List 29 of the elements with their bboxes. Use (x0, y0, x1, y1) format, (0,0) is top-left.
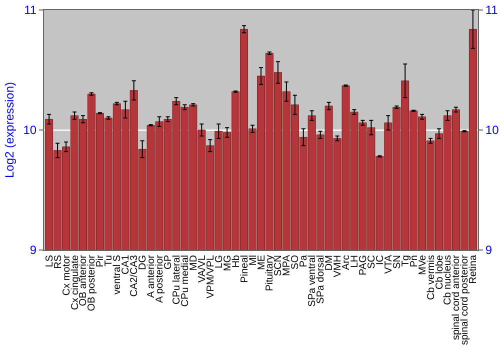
x-tick-label: Pn (408, 255, 420, 268)
y-tick-label: 11 (24, 3, 37, 18)
y2-tick-label: 9 (485, 243, 492, 258)
y2-tick-label: 10 (485, 123, 500, 138)
y2-tick-label: 11 (485, 3, 498, 18)
x-tick-label: MVe (417, 254, 428, 276)
x-tick-label: A posterior (154, 254, 166, 303)
x-tick-label: IC (374, 255, 386, 265)
x-tick-label: Ml (248, 255, 259, 266)
x-tick-label: Pituitary (264, 255, 276, 292)
x-tick-label: PAG (358, 254, 369, 276)
x-tick-label: LH (349, 255, 360, 268)
x-tick-label: SN (392, 255, 403, 269)
x-tick-label: ME (256, 254, 268, 270)
x-tick-label: spinal cord posterior (460, 254, 471, 346)
x-tick-label: Retina (468, 254, 480, 284)
x-tick-label: CPu medial (180, 255, 191, 307)
y-tick-label: 10 (23, 123, 37, 138)
x-tick-label: Hb (230, 254, 242, 268)
x-tick-label: LG (214, 254, 225, 268)
y-tick-label: 9 (30, 243, 37, 258)
y-axis-title: Log2 (expression) (2, 82, 17, 178)
x-tick-label: VTA (383, 254, 394, 274)
x-tick-label: OB posterior (86, 254, 98, 312)
x-tick-label: Tg (400, 255, 412, 267)
x-tick-label: RS (52, 254, 64, 269)
x-tick-label: VPM/VPL (205, 254, 216, 298)
x-tick-label: LS (44, 254, 56, 268)
x-tick-label: SC (366, 255, 378, 269)
